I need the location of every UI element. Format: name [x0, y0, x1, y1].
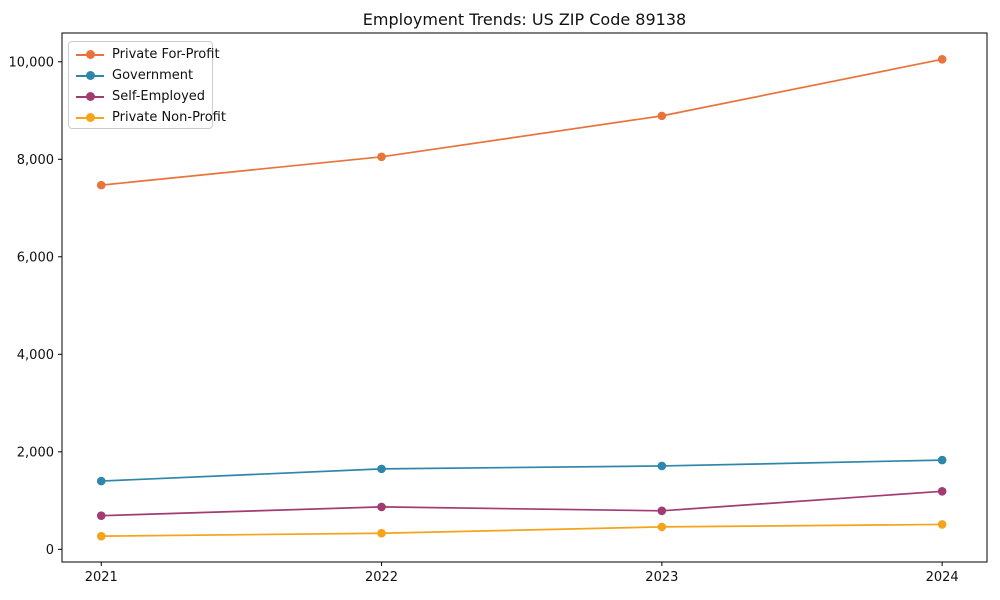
svg-text:10,000: 10,000 [9, 55, 55, 70]
legend-label: Government [112, 68, 194, 83]
svg-text:4,000: 4,000 [17, 348, 54, 363]
line-marker-icon [76, 49, 104, 60]
line-marker-icon [76, 70, 104, 81]
svg-text:2,000: 2,000 [17, 445, 54, 460]
line-marker-icon [76, 112, 104, 123]
svg-text:2021: 2021 [85, 570, 118, 585]
legend-label: Private For-Profit [112, 47, 220, 62]
svg-text:0: 0 [46, 543, 54, 558]
legend-label: Self-Employed [112, 89, 206, 104]
line-marker-icon [76, 91, 104, 102]
chart-title: Employment Trends: US ZIP Code 89138 [362, 10, 687, 29]
svg-text:2023: 2023 [645, 570, 678, 585]
legend: Private For-Profit Government Self-Emplo… [68, 41, 226, 129]
svg-text:2024: 2024 [926, 570, 959, 585]
svg-text:6,000: 6,000 [17, 250, 54, 265]
legend-item-private-for-profit: Private For-Profit [76, 44, 220, 65]
svg-text:8,000: 8,000 [17, 153, 54, 168]
legend-item-self-employed: Self-Employed [76, 86, 206, 107]
legend-item-private-non-profit: Private Non-Profit [76, 107, 226, 128]
legend-item-government: Government [76, 65, 206, 86]
legend-label: Private Non-Profit [112, 110, 226, 125]
svg-text:2022: 2022 [365, 570, 398, 585]
